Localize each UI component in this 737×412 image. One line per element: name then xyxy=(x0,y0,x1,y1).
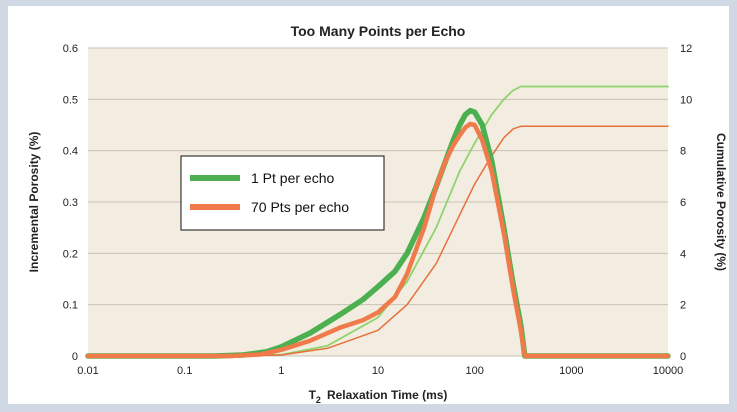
x-tick-label-5: 1000 xyxy=(559,365,583,377)
x-axis-title: T2 Relaxation Time (ms) xyxy=(309,388,448,405)
series-line-4 xyxy=(87,125,669,357)
y-tick-label-3: 0.3 xyxy=(63,197,78,209)
x-tick-label-4: 100 xyxy=(465,365,483,377)
y2-tick-label-0: 0 xyxy=(680,351,686,363)
y2-axis-title: Cumulative Porosity (%) xyxy=(714,133,728,271)
x-tick-label-1: 0.1 xyxy=(177,365,192,377)
x-tick-label-6: 10000 xyxy=(653,365,684,377)
y2-tick-label-3: 6 xyxy=(680,197,686,209)
series-lines xyxy=(85,85,671,359)
legend-box xyxy=(180,155,385,231)
y-tick-label-2: 0.2 xyxy=(63,248,78,260)
y2-tick-label-2: 4 xyxy=(680,248,686,260)
y2-tick-label-5: 10 xyxy=(680,94,692,106)
y2-tick-label-1: 2 xyxy=(680,300,686,312)
x-tick-label-3: 10 xyxy=(372,365,384,377)
legend: 1 Pt per echo 70 Pts per echo xyxy=(180,155,385,231)
y-tick-label-0: 0 xyxy=(72,351,78,363)
y2-tick-label-6: 12 xyxy=(680,43,692,55)
x-tick-label-0: 0.01 xyxy=(77,365,98,377)
y-tick-label-6: 0.6 xyxy=(63,43,78,55)
y2-tick-label-4: 8 xyxy=(680,146,686,158)
chart-title: Too Many Points per Echo xyxy=(291,23,466,39)
x-tick-label-2: 1 xyxy=(278,365,284,377)
y-axis-title: Incremental Porosity (%) xyxy=(27,132,41,273)
series-line-3 xyxy=(87,85,669,357)
legend-label-series-2: 70 Pts per echo xyxy=(251,199,349,215)
x-axis-title-main: T xyxy=(309,388,317,402)
y-tick-labels: 0 0.1 0.2 0.3 0.4 0.5 0.6 xyxy=(63,43,78,363)
x-axis-title-rest: Relaxation Time (ms) xyxy=(327,388,447,402)
x-axis-title-subscript: 2 xyxy=(316,395,321,405)
y-tick-label-5: 0.5 xyxy=(63,94,78,106)
x-tick-labels: 0.01 0.1 1 10 100 1000 10000 xyxy=(77,365,683,377)
y-tick-label-4: 0.4 xyxy=(63,146,78,158)
y2-tick-labels: 0 2 4 6 8 10 12 xyxy=(680,43,692,363)
series-line-2 xyxy=(85,121,671,359)
y-tick-label-1: 0.1 xyxy=(63,300,78,312)
legend-label-series-1: 1 Pt per echo xyxy=(251,170,334,186)
